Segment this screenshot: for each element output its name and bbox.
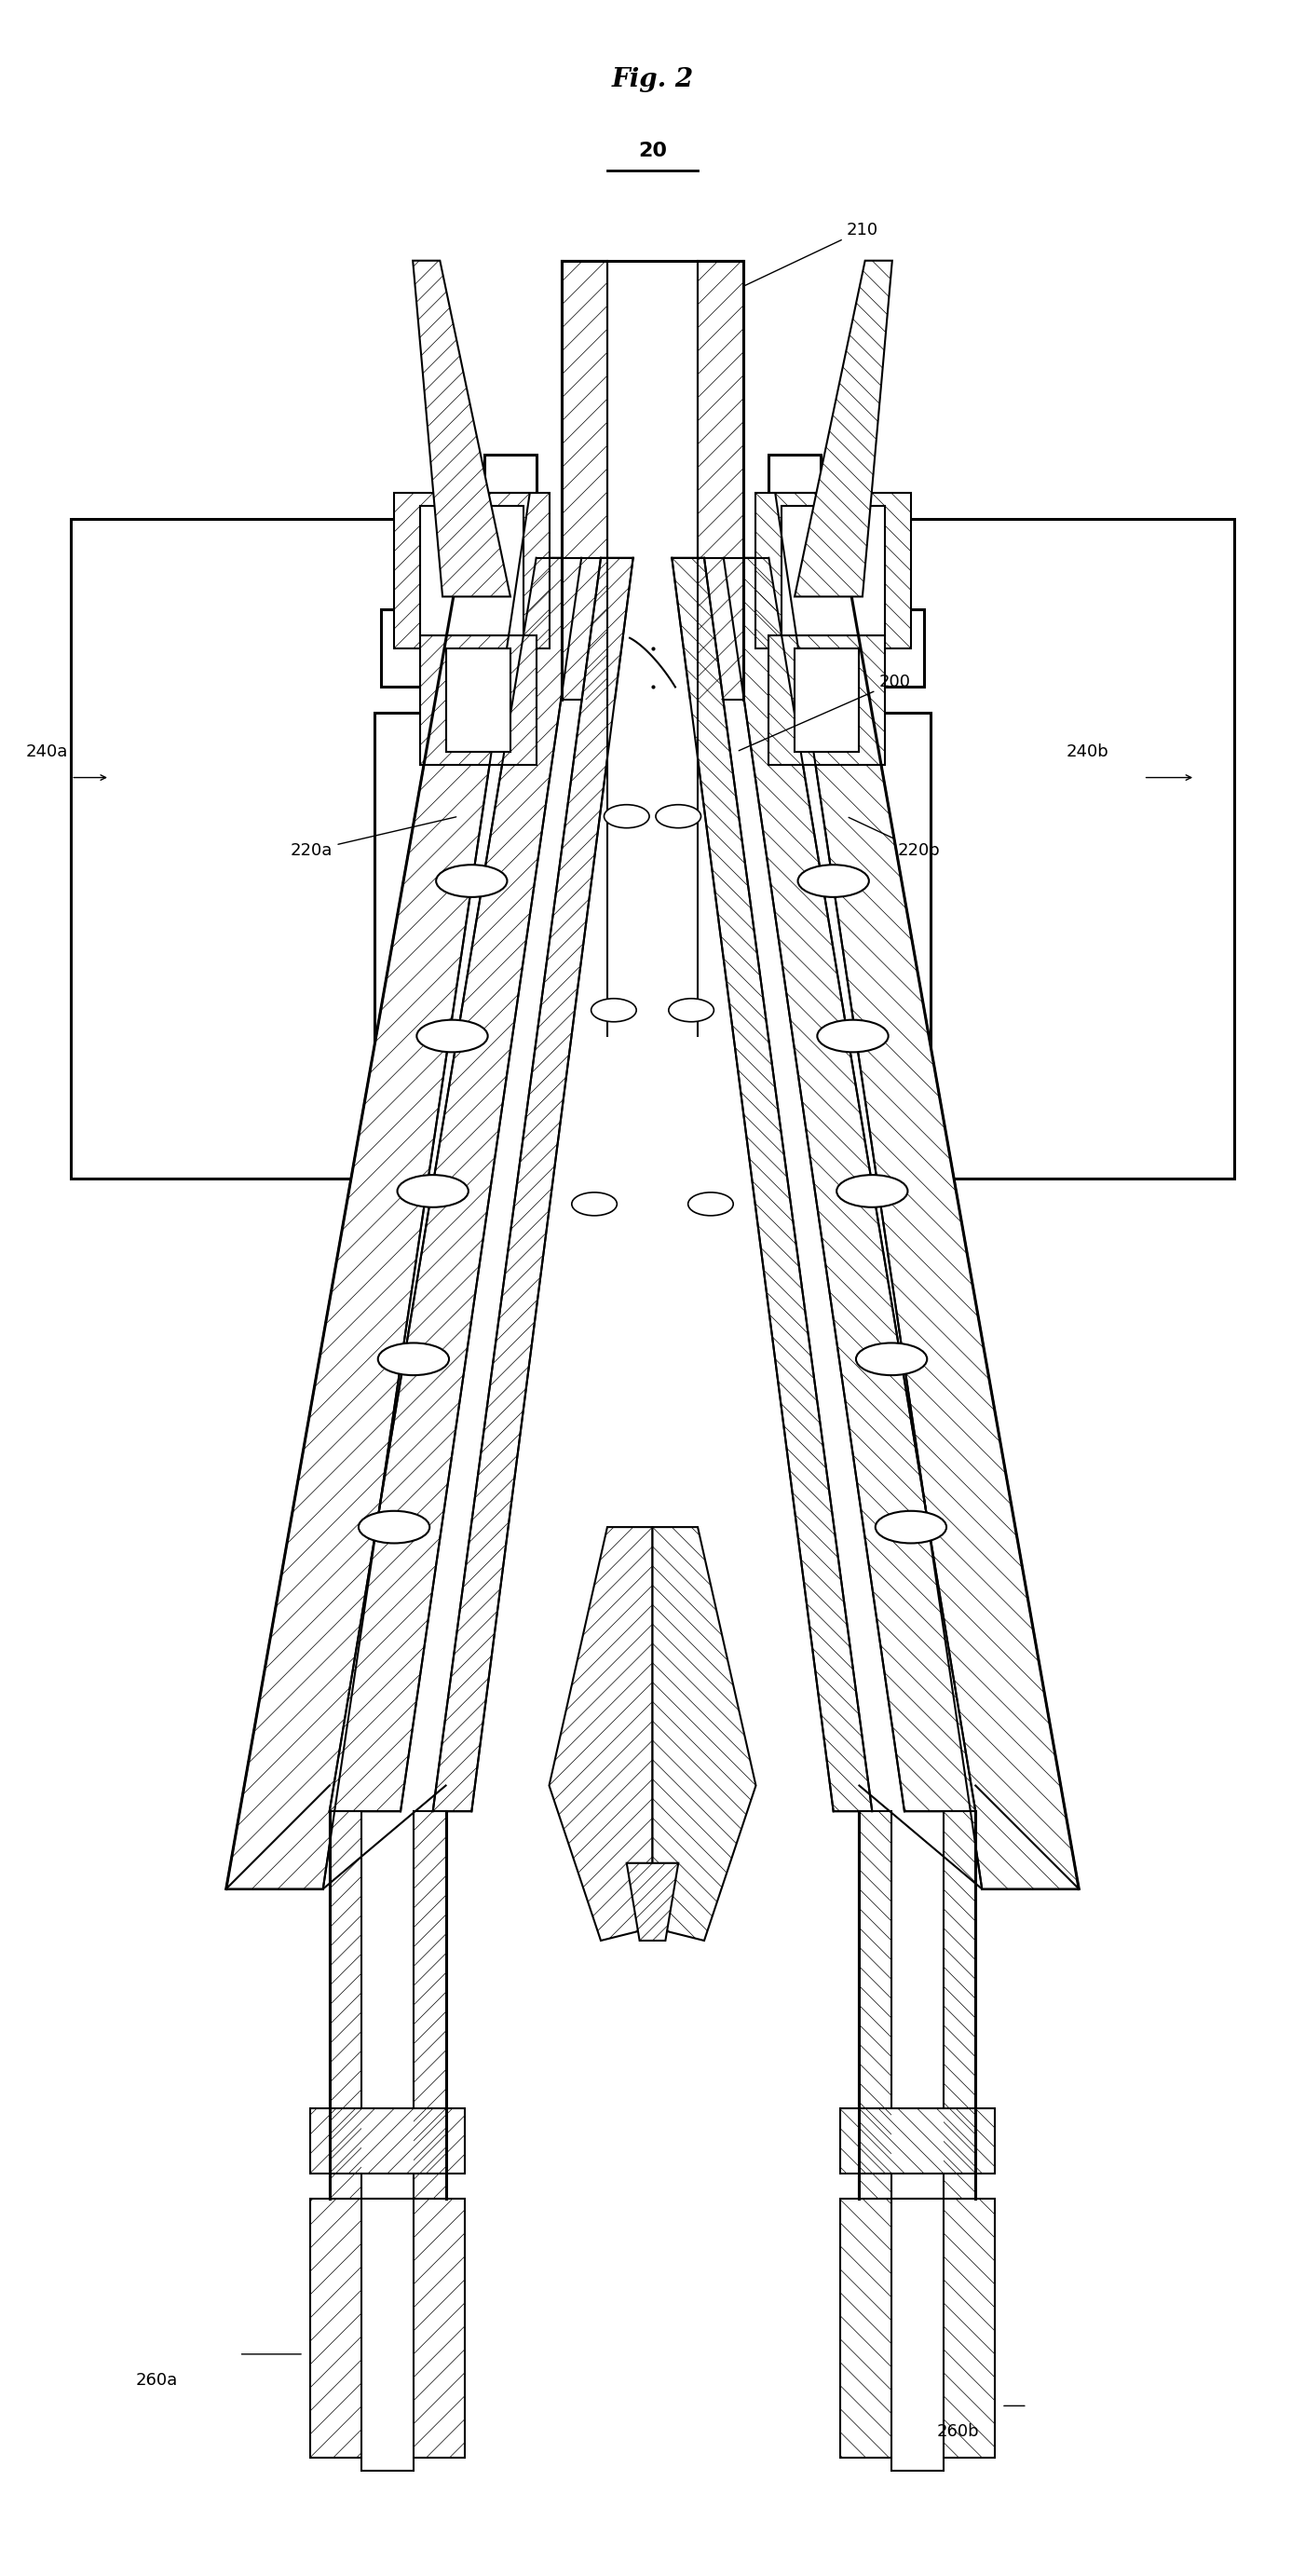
Ellipse shape [572,1193,617,1216]
Ellipse shape [817,1020,889,1051]
Ellipse shape [655,804,701,827]
Bar [361,2200,414,2470]
Text: Fig. 2: Fig. 2 [612,67,693,93]
Bar [420,505,523,636]
Bar [446,649,510,752]
Polygon shape [329,1811,361,2200]
Polygon shape [626,1862,679,1940]
Polygon shape [775,520,1235,1177]
Text: 240a: 240a [26,744,68,760]
Text: 200: 200 [739,675,911,750]
Polygon shape [433,559,633,1811]
Polygon shape [840,2200,994,2458]
Text: 20: 20 [638,142,667,160]
Polygon shape [769,453,924,688]
Polygon shape [859,1811,891,2200]
Ellipse shape [856,1342,927,1376]
Text: 220a: 220a [291,817,457,858]
Polygon shape [698,260,743,701]
Ellipse shape [378,1342,449,1376]
Polygon shape [756,492,911,649]
Polygon shape [659,1618,718,1888]
Ellipse shape [688,1193,733,1216]
Polygon shape [795,260,893,598]
Polygon shape [562,260,607,701]
Polygon shape [394,492,549,649]
Text: 220b: 220b [848,817,941,858]
Polygon shape [381,453,536,688]
Text: 260a: 260a [136,2372,177,2388]
Polygon shape [723,559,976,1811]
Polygon shape [414,1811,446,2200]
Polygon shape [587,1618,646,1888]
Polygon shape [329,559,582,1811]
Ellipse shape [591,999,637,1023]
Bar [891,2200,944,2470]
Polygon shape [549,1528,652,1940]
Ellipse shape [604,804,650,827]
Ellipse shape [397,1175,468,1208]
Bar [795,649,859,752]
Text: 210: 210 [745,222,878,286]
Polygon shape [944,1811,976,2200]
Polygon shape [769,636,885,765]
Ellipse shape [837,1175,908,1208]
Polygon shape [420,636,536,765]
Ellipse shape [436,866,508,896]
Polygon shape [70,520,530,1177]
Bar [607,701,698,1036]
Polygon shape [412,260,510,598]
Polygon shape [652,1528,756,1940]
Polygon shape [672,559,872,1811]
Polygon shape [226,492,530,1888]
Polygon shape [775,492,1079,1888]
Polygon shape [311,2200,465,2458]
Polygon shape [311,2110,465,2174]
Bar [782,505,885,636]
Text: 240b: 240b [1066,744,1108,760]
Ellipse shape [876,1512,946,1543]
Ellipse shape [797,866,869,896]
Ellipse shape [416,1020,488,1051]
Ellipse shape [359,1512,429,1543]
Ellipse shape [668,999,714,1023]
Polygon shape [840,2110,994,2174]
Text: 260b: 260b [937,2424,979,2439]
